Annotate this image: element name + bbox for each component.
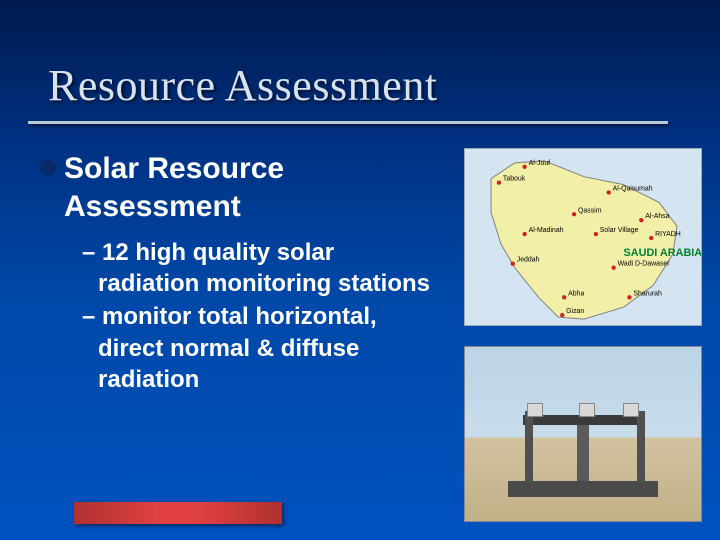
map-city-dot bbox=[594, 232, 598, 236]
map-city-label: Al-Jouf bbox=[529, 160, 551, 167]
slide-title: Resource Assessment bbox=[48, 60, 720, 111]
map-city-dot bbox=[607, 190, 611, 194]
map-city-label: RIYADH bbox=[655, 231, 681, 238]
map-city-label: Sharurah bbox=[633, 290, 662, 297]
title-underline bbox=[28, 121, 668, 124]
map-city-label: Solar Village bbox=[600, 227, 639, 234]
map-city-label: Al-Ahsa bbox=[645, 213, 669, 220]
map-city-dot bbox=[497, 180, 501, 184]
map-city-dot bbox=[522, 165, 526, 169]
map-city-dot bbox=[522, 232, 526, 236]
map-city-dot bbox=[511, 262, 515, 266]
map-city-dot bbox=[639, 218, 643, 222]
map-city-label: Wadi D-Dawaser bbox=[618, 261, 671, 268]
instrument-support bbox=[637, 411, 645, 481]
bullet-level-2-group: – 12 high quality solar radiation monito… bbox=[82, 237, 442, 395]
map-city-label: Abha bbox=[568, 290, 584, 297]
instrument-photo bbox=[464, 346, 702, 522]
instrument-post bbox=[577, 421, 589, 481]
map-city-label: Tabouk bbox=[503, 176, 526, 183]
instrument-sensor bbox=[579, 403, 595, 417]
map-city-label: Al-Qaisumah bbox=[613, 186, 653, 193]
map-city-dot bbox=[649, 236, 653, 240]
bullet-level-2-item: – 12 high quality solar radiation monito… bbox=[82, 237, 442, 299]
map-country-label: SAUDI ARABIA bbox=[624, 247, 701, 259]
map-city-label: Qassim bbox=[578, 207, 602, 214]
bullet-dot-icon bbox=[40, 160, 54, 174]
instrument-base bbox=[508, 481, 658, 497]
map-city-label: Jeddah bbox=[517, 257, 540, 264]
map-city-dot bbox=[611, 265, 615, 269]
map-city-label: Gizan bbox=[566, 308, 584, 315]
map-city-dot bbox=[572, 212, 576, 216]
bullet-level-2-item: – monitor total horizontal, direct norma… bbox=[82, 301, 442, 395]
bullet-level-1-text: Solar Resource Assessment bbox=[64, 150, 404, 225]
map-city-dot bbox=[627, 295, 631, 299]
title-area: Resource Assessment bbox=[0, 0, 720, 111]
footer-accent-bar bbox=[74, 502, 282, 524]
instrument-support bbox=[525, 411, 533, 481]
map-city-label: Al-Madinah bbox=[529, 227, 564, 234]
map-city-dot bbox=[560, 313, 564, 317]
map-svg: SAUDI ARABIA Al-Jouf Tabouk Al-Qaisumah Qas… bbox=[465, 149, 701, 325]
instrument-sensor bbox=[527, 403, 543, 417]
map-image-saudi-arabia: SAUDI ARABIA Al-Jouf Tabouk Al-Qaisumah Qas… bbox=[464, 148, 702, 326]
map-city-dot bbox=[562, 295, 566, 299]
instrument-sensor bbox=[623, 403, 639, 417]
